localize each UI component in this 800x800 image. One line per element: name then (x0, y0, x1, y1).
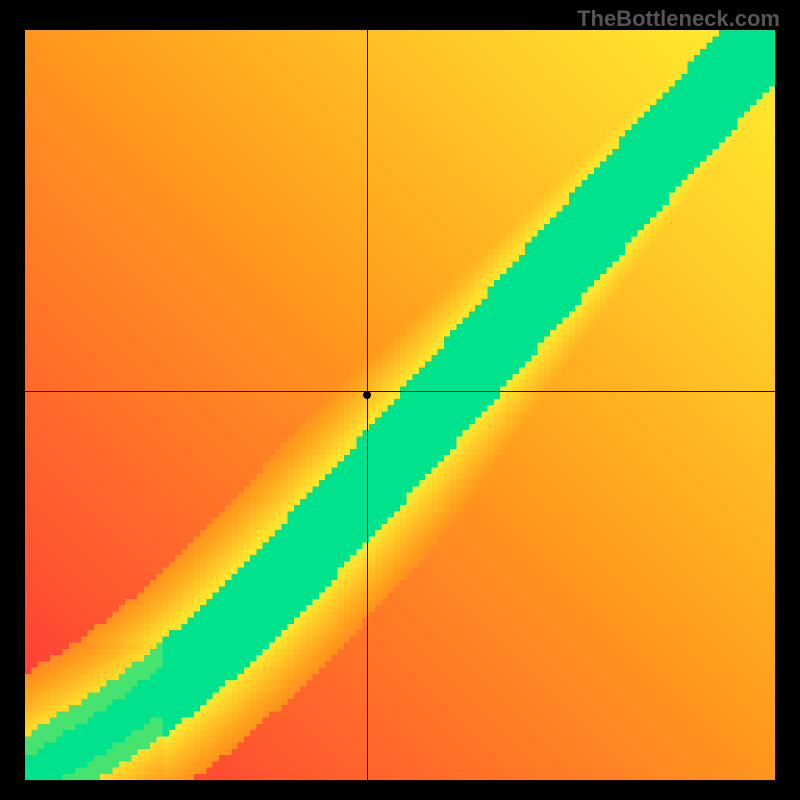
marker-dot (363, 391, 371, 399)
crosshair-vertical (367, 30, 368, 780)
heatmap-canvas (25, 30, 775, 780)
crosshair-horizontal (25, 391, 775, 392)
watermark-text: TheBottleneck.com (577, 6, 780, 32)
plot-area (25, 30, 775, 780)
